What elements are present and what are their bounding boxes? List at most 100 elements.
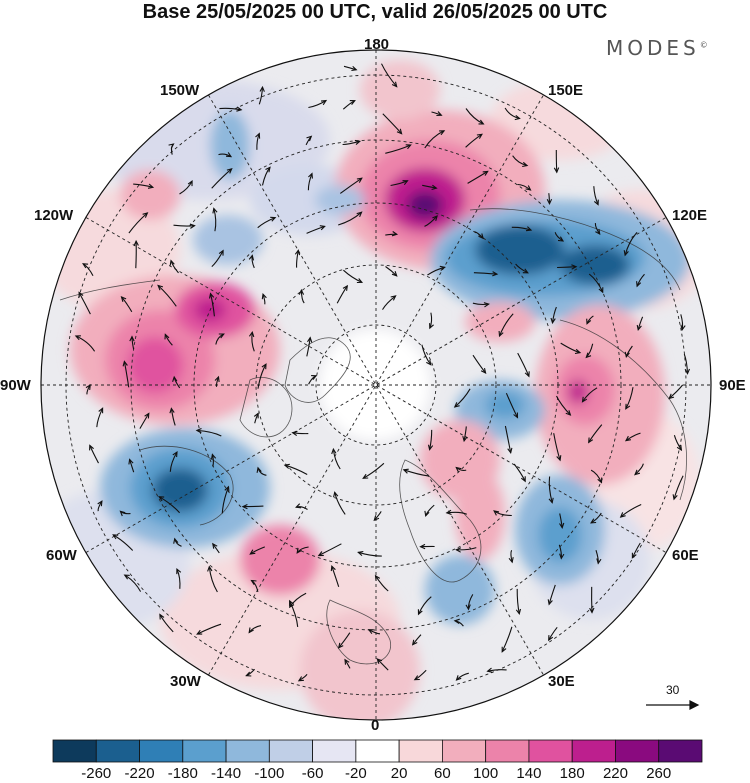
wind-arrow xyxy=(176,568,181,589)
wind-arrow-head xyxy=(636,281,642,288)
wind-arrow-head xyxy=(465,604,471,611)
wind-arrow-head xyxy=(250,579,257,585)
wind-arrow xyxy=(590,469,603,483)
wind-arrow xyxy=(373,511,382,521)
wind-arrow-head xyxy=(298,288,305,295)
wind-arrow-head xyxy=(402,180,409,186)
wind-arrow xyxy=(427,266,445,276)
wind-arrow xyxy=(157,285,177,307)
wind-arrow-head xyxy=(333,491,339,498)
wind-arrow xyxy=(548,584,556,605)
wind-arrow-head xyxy=(147,183,155,189)
wind-arrow xyxy=(258,87,264,105)
wind-arrow-head xyxy=(391,271,398,277)
wind-arrow-head xyxy=(169,259,175,266)
wind-arrow xyxy=(454,388,471,408)
wind-arrow xyxy=(382,113,403,135)
wind-arrow xyxy=(124,574,142,592)
colorbar-tick-label: 220 xyxy=(602,765,628,782)
wind-arrow-head xyxy=(142,212,149,218)
wind-arrow-head xyxy=(672,494,678,501)
wind-arrow-head xyxy=(82,263,89,269)
wind-arrow-head xyxy=(210,453,217,460)
wind-arrow xyxy=(424,215,438,227)
wind-arrow xyxy=(456,547,477,551)
wind-vectors xyxy=(74,63,691,682)
colorbar-tick-label: -60 xyxy=(301,765,324,782)
wind-arrow-head xyxy=(598,287,604,294)
wind-arrow xyxy=(381,63,398,87)
wind-arrow xyxy=(513,463,526,482)
wind-arrow-head xyxy=(356,211,363,218)
wind-arrow-head xyxy=(514,114,521,121)
wind-arrow-head xyxy=(402,468,409,474)
wind-arrow xyxy=(582,387,598,403)
wind-arrow xyxy=(170,408,176,426)
wind-arrow xyxy=(221,486,230,514)
wind-arrow xyxy=(338,211,362,226)
wind-arrow-head xyxy=(176,567,182,575)
wind-arrow xyxy=(208,566,218,593)
colorbar-tick-label: 260 xyxy=(646,765,672,782)
wind-arrow-head xyxy=(492,271,499,277)
wind-arrow-head xyxy=(476,133,483,139)
wind-arrow-head xyxy=(255,132,261,139)
wind-arrow-head xyxy=(261,363,267,370)
wind-arrow-head xyxy=(405,144,412,150)
wind-arrow-head xyxy=(483,302,490,308)
wind-arrow-head xyxy=(455,675,462,681)
wind-arrow xyxy=(412,634,422,646)
wind-arrow xyxy=(298,674,308,682)
wind-arrow-head xyxy=(342,284,349,291)
wind-arrow-head xyxy=(164,333,170,340)
wind-arrow-head xyxy=(261,292,267,300)
wind-arrow-head xyxy=(319,225,326,231)
wind-arrow xyxy=(338,632,351,649)
colorbar-swatch xyxy=(225,739,270,763)
wind-arrow xyxy=(300,290,305,304)
wind-arrow xyxy=(257,363,267,389)
wind-arrow-head xyxy=(120,296,127,302)
wind-arrow xyxy=(332,449,341,470)
wind-arrow-head xyxy=(553,167,560,174)
wind-arrow xyxy=(334,492,346,515)
wind-arrow-head xyxy=(520,476,526,483)
wind-arrow-head xyxy=(515,608,522,616)
wind-arrow-head xyxy=(354,139,362,146)
wind-arrow-head xyxy=(168,143,175,149)
wind-arrow xyxy=(551,306,557,323)
colorbar-swatch xyxy=(312,739,357,763)
wind-arrow xyxy=(555,149,558,173)
brand-logo: MODES© xyxy=(606,36,708,60)
wind-arrow-head xyxy=(214,375,220,382)
wind-arrow xyxy=(257,217,276,229)
wind-arrow-head xyxy=(337,642,344,649)
wind-arrow-head xyxy=(623,250,629,257)
wind-arrow-head xyxy=(455,466,462,473)
wind-arrow-head xyxy=(320,99,328,106)
colorbar-tick-label: 180 xyxy=(559,765,585,782)
wind-arrow-head xyxy=(525,185,532,191)
wind-arrow xyxy=(463,426,467,442)
wind-arrow-head xyxy=(462,435,468,443)
wind-arrow-head xyxy=(270,216,277,222)
wind-arrow xyxy=(306,225,325,234)
wind-arrow-head xyxy=(311,375,318,380)
wind-arrow-head xyxy=(546,198,553,205)
wind-arrow-head xyxy=(597,477,603,484)
wind-arrow xyxy=(209,293,215,317)
wind-arrow-head xyxy=(436,111,443,117)
wind-arrow xyxy=(588,424,603,443)
wind-arrow xyxy=(673,435,682,451)
wind-arrow-head xyxy=(256,466,262,473)
wind-arrow-head xyxy=(668,393,675,400)
wind-arrow xyxy=(673,475,684,500)
wind-arrow-head xyxy=(248,627,254,634)
wind-arrow xyxy=(179,180,193,195)
wind-arrow-head xyxy=(676,444,683,452)
colorbar-swatch xyxy=(658,739,703,763)
wind-arrow-head xyxy=(356,278,364,284)
wind-arrow xyxy=(504,425,512,453)
wind-arrow-head xyxy=(212,207,218,214)
wind-arrow xyxy=(473,272,498,275)
